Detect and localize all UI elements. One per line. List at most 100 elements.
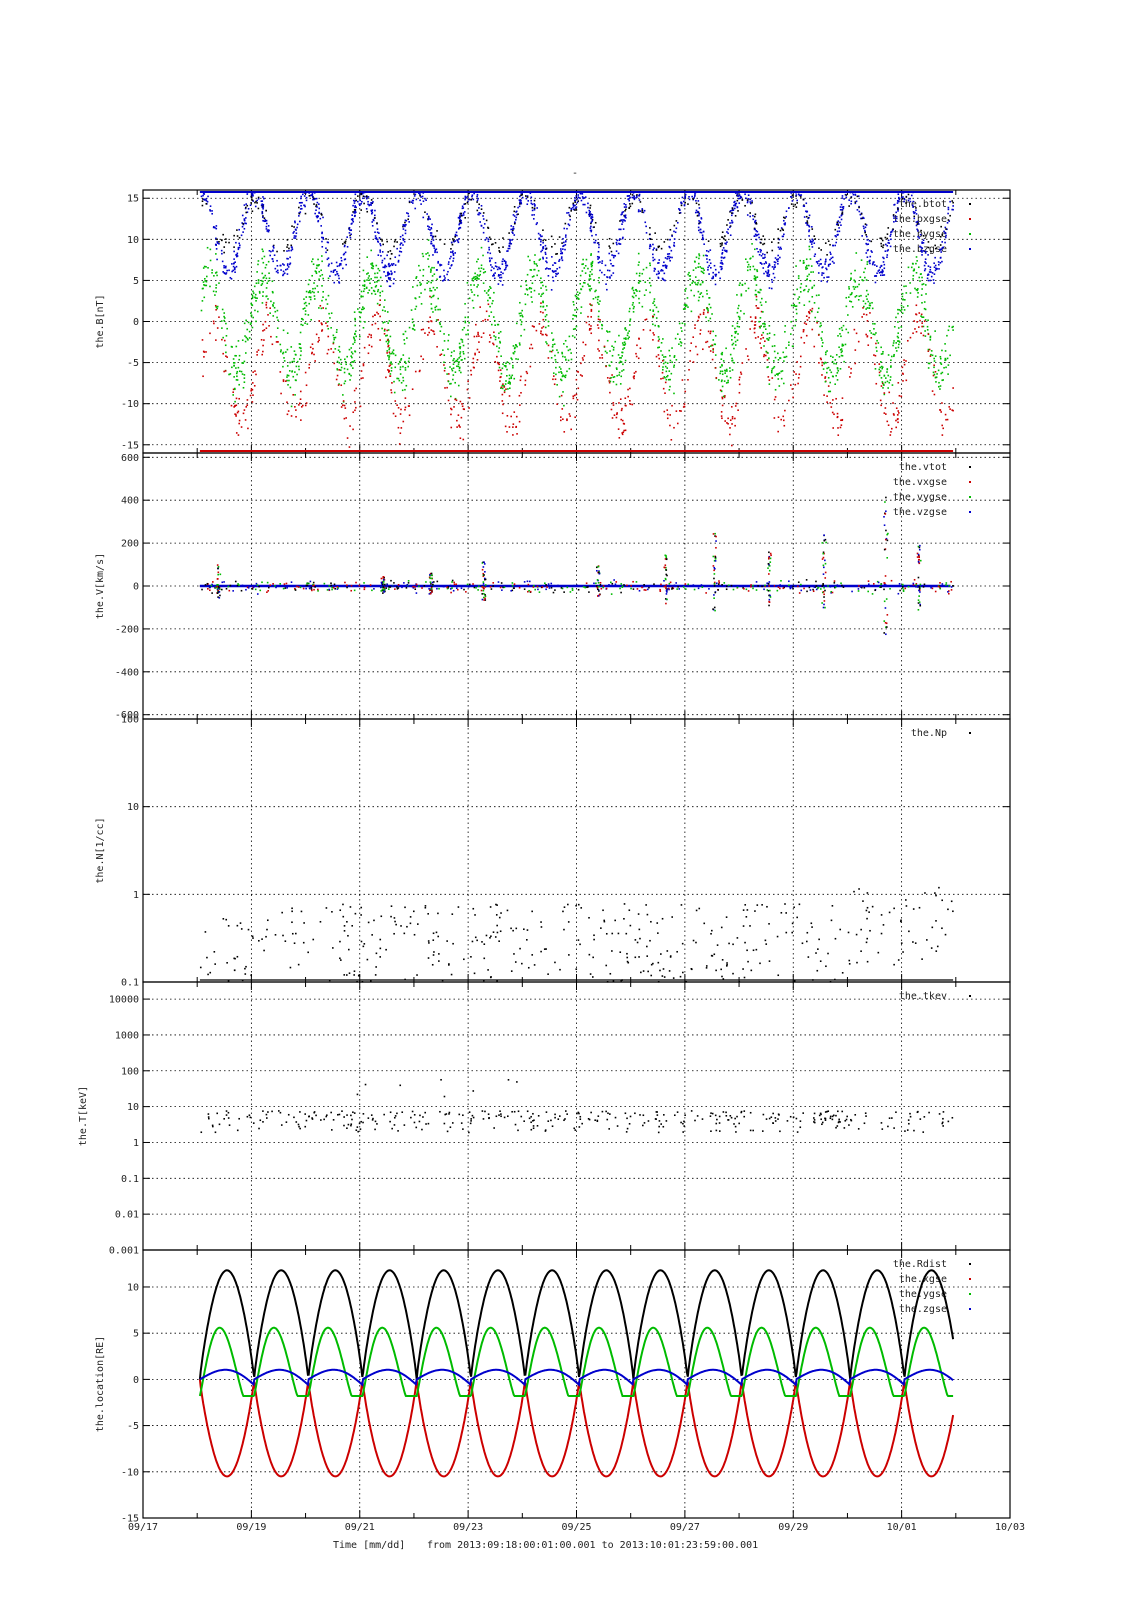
btot-point: [222, 233, 224, 236]
bxgse-point: [519, 404, 521, 406]
bygse-point: [899, 310, 902, 312]
btot-point: [901, 198, 904, 200]
bzgse-point: [483, 223, 486, 225]
bygse-point: [321, 285, 323, 287]
btot-point: [228, 241, 230, 244]
bxgse-point: [305, 402, 308, 404]
bxgse-point: [620, 418, 623, 421]
bzgse-point: [419, 193, 421, 196]
btot-point: [389, 250, 392, 252]
bzgse-point: [429, 232, 432, 234]
bxgse-point: [883, 412, 886, 414]
bzgse-point: [403, 240, 406, 243]
bzgse-point: [621, 223, 623, 225]
bygse-point: [552, 372, 555, 374]
bzgse-point: [927, 279, 930, 282]
bzgse-point: [706, 254, 708, 257]
bxgse-point: [923, 320, 926, 322]
bzgse-point: [673, 242, 676, 244]
bzgse-point: [406, 212, 408, 214]
bxgse-point: [890, 431, 892, 433]
bzgse-point: [505, 261, 507, 263]
bzgse-point: [496, 268, 499, 271]
bxgse-point: [797, 377, 800, 379]
bzgse-point: [729, 226, 731, 229]
bygse-point: [759, 317, 762, 319]
bzgse-point: [736, 193, 739, 195]
bxgse-point: [883, 392, 886, 394]
bygse-point: [322, 290, 324, 293]
bygse-point: [252, 292, 255, 294]
bygse-point: [399, 373, 402, 375]
btot-point: [236, 229, 238, 231]
bygse-point: [207, 267, 209, 269]
btot-point: [218, 240, 220, 243]
bygse-point: [808, 245, 811, 248]
btot-point: [841, 212, 843, 215]
bygse-point: [387, 329, 390, 331]
bzgse-point: [676, 221, 679, 224]
bygse-point: [349, 363, 352, 366]
bzgse-point: [509, 241, 511, 243]
bygse-point: [707, 319, 710, 322]
bygse-point: [661, 354, 664, 356]
bxgse-point: [487, 319, 489, 321]
bzgse-point: [664, 279, 666, 282]
bxgse-point: [729, 419, 732, 421]
bygse-point: [669, 378, 671, 381]
panel-data: [199, 496, 954, 636]
bxgse-point: [638, 337, 640, 340]
bygse-point: [752, 265, 755, 268]
bygse-point: [741, 284, 744, 286]
bygse-point: [740, 294, 743, 297]
bygse-point: [746, 266, 749, 268]
bygse-point: [589, 278, 592, 280]
btot-point: [949, 214, 951, 217]
bygse-point: [731, 359, 734, 362]
bygse-point: [948, 325, 951, 328]
bxgse-point: [579, 374, 582, 376]
bygse-point: [845, 305, 848, 308]
bxgse-point: [389, 375, 391, 377]
bygse-point: [897, 312, 899, 315]
bygse-point: [338, 356, 340, 359]
bygse-point: [658, 338, 661, 341]
bzgse-point: [456, 234, 458, 237]
btot-point: [917, 221, 919, 224]
bzgse-point: [816, 262, 819, 265]
bygse-point: [370, 263, 372, 265]
bzgse-point: [931, 272, 934, 274]
bzgse-point: [549, 268, 551, 270]
bxgse-point: [326, 352, 329, 355]
btot-point: [326, 249, 329, 251]
bygse-point: [537, 269, 540, 272]
bzgse-point: [629, 196, 631, 199]
bygse-point: [759, 301, 762, 304]
bzgse-point: [235, 265, 238, 268]
bzgse-point: [365, 208, 368, 210]
bygse-point: [363, 279, 366, 282]
bygse-point: [442, 349, 444, 351]
bygse-point: [782, 382, 785, 385]
bygse-point: [443, 354, 446, 357]
bygse-point: [631, 295, 634, 298]
bxgse-point: [782, 419, 785, 422]
bzgse-point: [546, 267, 548, 269]
bzgse-point: [420, 203, 422, 205]
bygse-point: [920, 315, 922, 317]
bygse-point: [457, 384, 460, 387]
bygse-point: [924, 284, 927, 286]
bxgse-point: [631, 403, 634, 406]
bxgse-point: [310, 352, 313, 355]
bzgse-point: [351, 214, 353, 217]
bygse-point: [915, 262, 917, 265]
bygse-point: [888, 381, 891, 384]
bzgse-point: [243, 219, 246, 222]
bygse-point: [756, 269, 758, 271]
v-point: [663, 585, 666, 588]
bzgse-point: [922, 250, 925, 252]
bxgse-point: [560, 394, 563, 397]
bzgse-point: [389, 278, 391, 281]
bygse-point: [618, 334, 620, 337]
bzgse-point: [934, 264, 937, 267]
